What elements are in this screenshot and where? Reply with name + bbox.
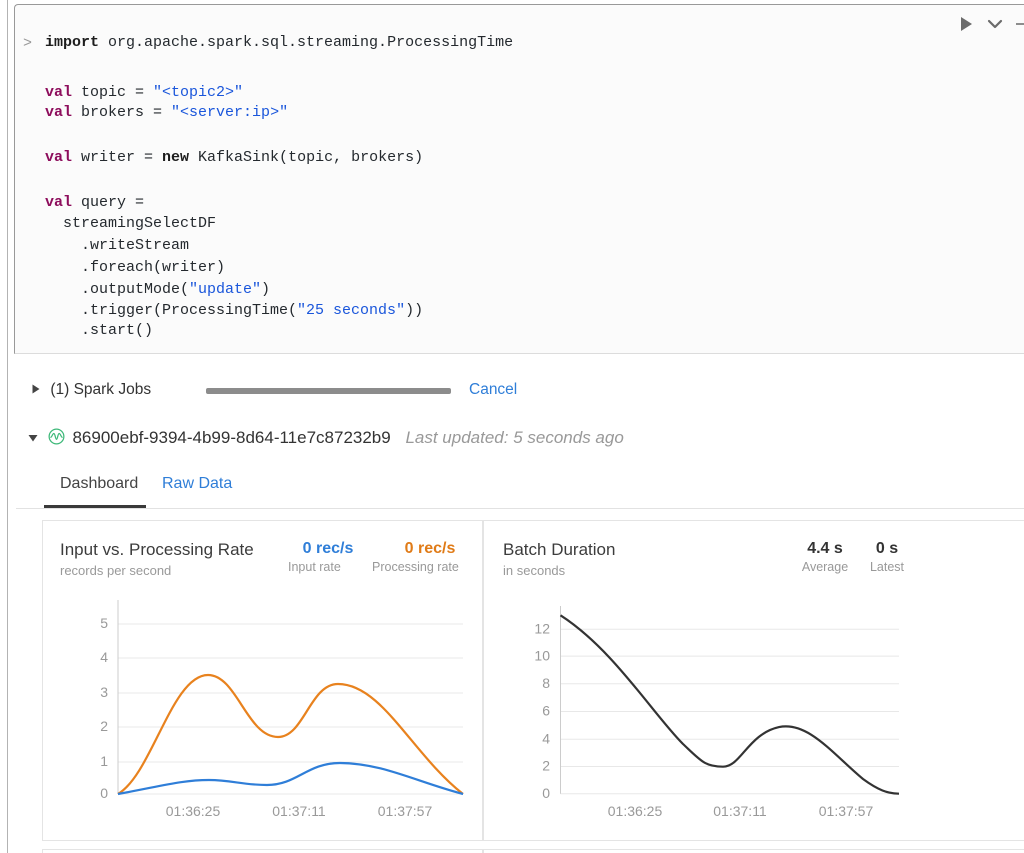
svg-text:2: 2 xyxy=(100,718,108,734)
svg-text:01:37:11: 01:37:11 xyxy=(272,803,326,819)
svg-text:0: 0 xyxy=(100,785,108,801)
svg-text:01:37:57: 01:37:57 xyxy=(819,803,874,819)
svg-text:01:37:11: 01:37:11 xyxy=(713,803,767,819)
svg-text:2: 2 xyxy=(542,758,550,774)
svg-text:10: 10 xyxy=(534,647,550,663)
svg-text:3: 3 xyxy=(100,684,108,700)
svg-text:01:37:57: 01:37:57 xyxy=(378,803,433,819)
svg-text:4: 4 xyxy=(100,649,108,665)
svg-text:01:36:25: 01:36:25 xyxy=(166,803,221,819)
svg-text:0: 0 xyxy=(542,785,550,801)
svg-text:8: 8 xyxy=(542,675,550,691)
svg-text:6: 6 xyxy=(542,703,550,719)
svg-text:01:36:25: 01:36:25 xyxy=(608,803,663,819)
svg-text:1: 1 xyxy=(100,753,108,769)
svg-text:12: 12 xyxy=(534,621,550,637)
svg-text:5: 5 xyxy=(100,615,108,631)
svg-text:4: 4 xyxy=(542,731,550,747)
